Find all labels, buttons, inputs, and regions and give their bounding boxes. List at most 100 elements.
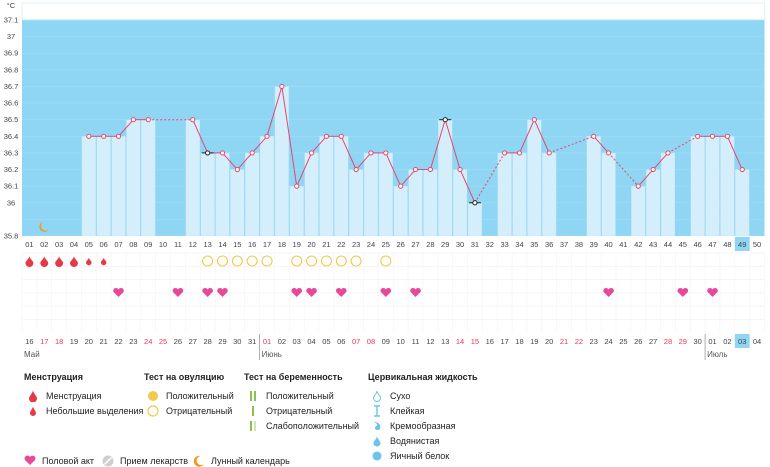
legend-item-dry: Сухо <box>368 388 478 403</box>
temperature-line-segment <box>637 169 654 187</box>
y-tick-label: 36.3 <box>4 148 19 157</box>
temperature-line-segment <box>652 152 669 170</box>
temperature-point <box>308 150 315 156</box>
temperature-bar <box>200 152 215 237</box>
date-label: 17 <box>500 337 508 346</box>
date-label: 08 <box>367 337 375 346</box>
temperature-bar <box>720 136 735 237</box>
temperature-line-segment <box>429 119 446 170</box>
cycle-day-label: 47 <box>708 240 716 249</box>
cycle-day-label: 14 <box>218 240 226 249</box>
date-label: 04 <box>307 337 315 346</box>
cycle-day-label: 11 <box>174 240 182 249</box>
temperature-bar <box>304 152 319 237</box>
spotting-drop <box>86 257 92 266</box>
date-label: 09 <box>382 337 390 346</box>
date-label: 30 <box>233 337 241 346</box>
date-label: 05 <box>322 337 330 346</box>
intercourse-heart <box>707 287 718 297</box>
intercourse-heart <box>603 287 614 297</box>
temperature-point <box>115 133 122 139</box>
cycle-day-label: 17 <box>263 240 271 249</box>
circle-outline-icon <box>144 404 162 417</box>
temperature-line-segment <box>400 169 416 187</box>
temperature-line-segment <box>444 119 461 170</box>
temperature-bar <box>215 152 230 237</box>
intercourse-heart <box>113 287 124 297</box>
sticky-icon <box>368 404 386 417</box>
bbt-chart: °C 35.8 36 36.1 36.2 36.3 36.4 36.5 36.6 36.7 36.8… <box>4 1 765 360</box>
intercourse-heart <box>380 287 392 297</box>
temperature-line-segment <box>118 119 134 137</box>
temperature-bar <box>126 119 141 237</box>
ovulation-negative-mark <box>261 255 273 267</box>
temperature-point <box>635 183 641 189</box>
y-tick-label: 36.1 <box>4 182 19 191</box>
temperature-point <box>279 83 285 90</box>
temperature-line-segment <box>667 135 698 154</box>
temperature-point <box>205 150 211 156</box>
creamy-icon <box>368 420 386 432</box>
y-tick-label: 36.2 <box>4 165 19 174</box>
date-label: 31 <box>248 337 256 346</box>
temperature-bar <box>289 185 304 237</box>
temperature-point <box>398 183 404 189</box>
temperature-line-segment <box>608 152 639 187</box>
intercourse-heart <box>410 287 421 297</box>
heart-icon <box>24 455 36 466</box>
cycle-day-label: 08 <box>129 240 137 249</box>
temperature-bar <box>363 152 379 237</box>
cycle-day-label: 24 <box>367 240 375 249</box>
date-label: 23 <box>590 337 598 346</box>
temperature-bar <box>81 136 96 237</box>
date-label: 28 <box>664 337 672 346</box>
cycle-day-label: 22 <box>337 240 345 249</box>
cycle-day-label: 25 <box>382 240 390 249</box>
cycle-day-label: 16 <box>248 240 256 249</box>
date-label: 23 <box>129 337 137 346</box>
temperature-point <box>591 133 597 139</box>
cycle-day-label: 03 <box>55 240 63 249</box>
pill-icon <box>102 455 114 467</box>
temperature-line-segment <box>266 86 283 137</box>
date-label: 02 <box>278 337 286 346</box>
temperature-bar <box>631 185 646 237</box>
cycle-day-label: 32 <box>486 240 494 249</box>
date-label: 27 <box>649 337 657 346</box>
temperature-point <box>427 166 433 173</box>
y-tick-label: 36.4 <box>4 132 19 141</box>
temperature-bar <box>274 86 290 237</box>
date-label: 12 <box>426 337 434 346</box>
temperature-line-segment <box>236 152 253 170</box>
date-label: 25 <box>159 337 167 346</box>
cycle-day-label: 15 <box>233 240 241 249</box>
temperature-point <box>101 133 107 139</box>
date-label: 10 <box>397 337 405 346</box>
legend-item-spotting: Небольшие выделения <box>24 403 143 418</box>
temperature-point <box>650 166 656 173</box>
date-label: 21 <box>560 337 568 346</box>
cycle-day-label: 41 <box>619 240 627 249</box>
intercourse-heart <box>306 287 317 297</box>
ovulation-negative-mark <box>380 255 392 267</box>
legend-item-ovulation-positive: Положительный <box>144 388 234 403</box>
temperature-point <box>412 166 419 173</box>
date-label: 25 <box>619 337 627 346</box>
ovulation-negative-mark <box>231 255 243 267</box>
temperature-point <box>502 150 508 156</box>
temperature-bar <box>245 152 260 237</box>
date-label: 16 <box>486 337 494 346</box>
temperature-bar <box>349 169 364 237</box>
temperature-bar <box>408 169 423 237</box>
cycle-day-label: 26 <box>397 240 405 249</box>
date-label: 03 <box>293 337 301 346</box>
ovulation-negative-mark <box>246 255 258 267</box>
cycle-day-highlight <box>734 237 750 251</box>
legend-ovulation-test: Тест на овуляцию Положительный Отрицател… <box>144 372 234 418</box>
cycle-day-label: 40 <box>604 240 612 249</box>
ovulation-negative-mark <box>320 255 332 267</box>
temperature-line-segment <box>192 119 209 154</box>
cycle-day-label: 05 <box>85 240 93 249</box>
intercourse-heart <box>172 287 184 297</box>
temperature-point <box>739 166 745 173</box>
